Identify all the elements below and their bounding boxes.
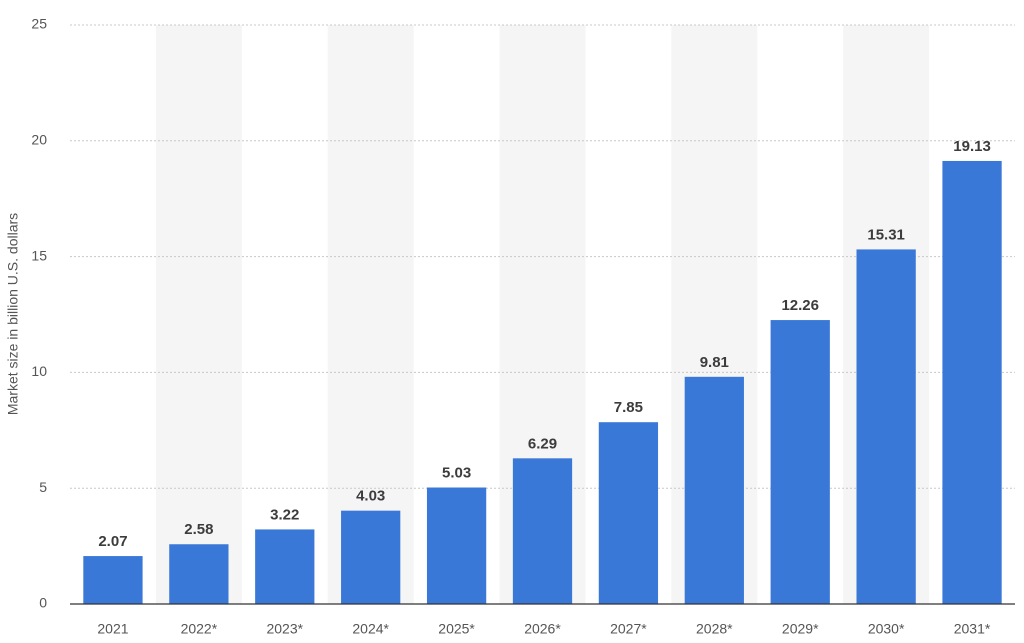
x-tick-label: 2025* — [438, 621, 475, 637]
value-label: 2.58 — [184, 521, 213, 538]
x-tick-label: 2026* — [524, 621, 561, 637]
value-label: 12.26 — [781, 297, 819, 314]
y-tick-label: 5 — [39, 479, 47, 495]
bar — [426, 487, 487, 604]
bar — [770, 320, 830, 604]
bar — [341, 510, 401, 604]
value-label: 3.22 — [270, 506, 299, 523]
value-label: 19.13 — [953, 138, 991, 155]
x-tick-label: 2027* — [610, 621, 647, 637]
y-tick-label: 0 — [39, 595, 47, 611]
value-label: 2.07 — [98, 533, 127, 550]
x-tick-label: 2022* — [181, 621, 218, 637]
y-axis-title: Market size in billion U.S. dollars — [5, 213, 21, 415]
bar — [255, 529, 315, 604]
y-tick-label: 25 — [31, 16, 47, 32]
bar — [598, 422, 659, 604]
x-tick-label: 2029* — [782, 621, 819, 637]
x-tick-label: 2031* — [954, 621, 991, 637]
y-tick-label: 20 — [31, 132, 47, 148]
value-label: 15.31 — [867, 226, 905, 243]
bar — [83, 556, 143, 604]
value-label: 7.85 — [614, 399, 643, 416]
value-label: 6.29 — [528, 435, 557, 452]
x-tick-label: 2023* — [266, 621, 303, 637]
bar — [512, 458, 573, 604]
value-label: 4.03 — [356, 488, 385, 505]
bar — [856, 249, 916, 604]
x-tick-label: 2021 — [97, 621, 128, 637]
x-tick-label: 2028* — [696, 621, 733, 637]
x-tick-label: 2024* — [352, 621, 389, 637]
band-shade — [327, 25, 414, 604]
y-tick-label: 10 — [31, 363, 47, 379]
band-shade — [155, 25, 242, 604]
value-label: 5.03 — [442, 464, 471, 481]
bar — [684, 376, 744, 604]
bar — [942, 160, 1002, 604]
value-label: 9.81 — [700, 354, 729, 371]
y-tick-label: 15 — [31, 247, 47, 263]
x-tick-label: 2030* — [868, 621, 905, 637]
bar — [169, 544, 229, 604]
